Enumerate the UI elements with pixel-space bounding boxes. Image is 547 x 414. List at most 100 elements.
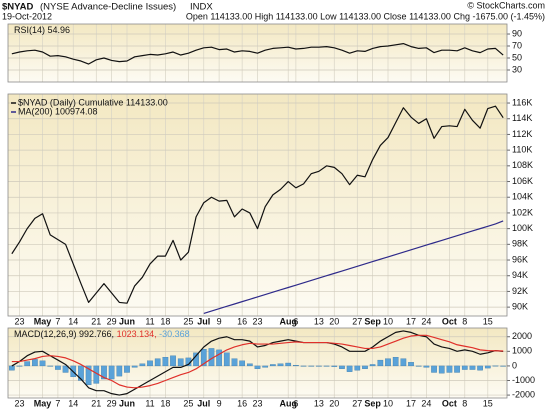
y-tick-label: -2000 bbox=[512, 389, 535, 399]
y-tick-label: 96K bbox=[512, 254, 528, 264]
histogram-bar bbox=[139, 363, 146, 367]
x-tick-label: Oct bbox=[442, 316, 457, 326]
histogram-bar bbox=[200, 348, 207, 367]
histogram-bar bbox=[177, 358, 184, 367]
histogram-bar bbox=[85, 365, 92, 386]
x-tick-label: May bbox=[34, 398, 52, 408]
histogram-bar bbox=[362, 365, 368, 369]
x-tick-label: May bbox=[34, 316, 52, 326]
y-tick-label: 90 bbox=[512, 28, 522, 38]
y-tick-label: 98K bbox=[512, 239, 528, 249]
histogram-bar bbox=[293, 365, 299, 367]
x-tick-label: 25 bbox=[183, 398, 193, 408]
x-tick-label: Jun bbox=[119, 398, 135, 408]
histogram-bar bbox=[308, 365, 315, 367]
series-line bbox=[11, 43, 504, 65]
x-tick-label: 23 bbox=[15, 316, 25, 326]
histogram-bar bbox=[154, 358, 161, 367]
histogram-bar bbox=[78, 365, 84, 381]
histogram-bar bbox=[124, 365, 130, 373]
y-tick-label: 90K bbox=[512, 302, 528, 312]
x-tick-label: 10 bbox=[383, 316, 393, 326]
histogram-bar bbox=[331, 365, 338, 367]
histogram-bar bbox=[369, 364, 376, 367]
y-tick-label: 50 bbox=[512, 52, 522, 62]
histogram-bar bbox=[47, 365, 54, 367]
histogram-bar bbox=[193, 352, 199, 367]
x-tick-label: 9 bbox=[217, 316, 222, 326]
histogram-bar bbox=[377, 359, 384, 367]
legend: MACD(12,26,9) 992.766, 1023.134, -30.368 bbox=[14, 329, 190, 339]
x-tick-label: 14 bbox=[68, 316, 78, 326]
x-tick-label: 21 bbox=[91, 398, 101, 408]
x-tick-label: 23 bbox=[15, 398, 25, 408]
x-tick-label: 24 bbox=[421, 398, 431, 408]
histogram-bar bbox=[270, 364, 276, 367]
histogram-bar bbox=[262, 365, 269, 368]
x-tick-label: Sep bbox=[364, 398, 381, 408]
x-tick-label: 20 bbox=[329, 316, 339, 326]
histogram-bar bbox=[477, 365, 483, 371]
x-tick-label: Aug bbox=[279, 316, 297, 326]
histogram-bar bbox=[246, 363, 253, 367]
y-tick-label: 70 bbox=[512, 40, 522, 50]
legend-entry: RSI(14) 54.96 bbox=[14, 25, 70, 35]
histogram-bar bbox=[131, 365, 138, 368]
y-tick-label: 92K bbox=[512, 286, 528, 296]
histogram-bar bbox=[162, 357, 169, 367]
histogram-bar bbox=[55, 365, 61, 370]
histogram-bar bbox=[461, 365, 468, 370]
y-tick-label: 108K bbox=[512, 160, 533, 170]
series-line bbox=[11, 105, 504, 304]
histogram-bar bbox=[24, 361, 31, 367]
histogram-bar bbox=[9, 365, 15, 371]
y-tick-label: 110K bbox=[512, 145, 532, 155]
histogram-bar bbox=[231, 358, 238, 367]
histogram-bar bbox=[32, 359, 38, 367]
histogram-bar bbox=[454, 365, 460, 373]
y-tick-label: 30 bbox=[512, 64, 522, 74]
y-tick-label: -1000 bbox=[512, 375, 535, 385]
x-tick-label: 29 bbox=[107, 316, 117, 326]
x-tick-label: 18 bbox=[160, 398, 170, 408]
histogram-bar bbox=[300, 365, 307, 367]
quote: Open 114133.00 High 114133.00 Low 114133… bbox=[186, 11, 545, 21]
y-tick-label: 114K bbox=[512, 113, 532, 123]
histogram-bar bbox=[346, 365, 353, 372]
x-tick-label: 14 bbox=[68, 398, 78, 408]
x-tick-label: 8 bbox=[462, 316, 467, 326]
histogram-bar bbox=[239, 360, 245, 367]
instrument-name: (NYSE Advance-Decline Issues) bbox=[40, 2, 176, 13]
date: 19-Oct-2012 bbox=[2, 11, 52, 21]
x-tick-label: 13 bbox=[314, 316, 324, 326]
x-tick-label: 6 bbox=[293, 316, 298, 326]
series-line bbox=[11, 334, 504, 389]
histogram-bar bbox=[392, 357, 399, 367]
histogram-bar bbox=[39, 360, 46, 367]
histogram-bar bbox=[354, 365, 361, 371]
histogram-bar bbox=[492, 365, 499, 367]
x-tick-label: 16 bbox=[237, 316, 247, 326]
histogram-bar bbox=[216, 349, 222, 367]
histogram-bar bbox=[484, 365, 491, 369]
x-tick-label: Sep bbox=[364, 316, 381, 326]
x-tick-label: 24 bbox=[421, 316, 431, 326]
y-tick-label: 0 bbox=[512, 360, 517, 370]
legend-entry: -30.368 bbox=[159, 329, 190, 339]
histogram-bar bbox=[415, 365, 422, 367]
y-tick-label: 116K bbox=[512, 97, 532, 107]
legend-entry: MACD(12,26,9) 992.766, bbox=[14, 329, 117, 339]
histogram-bar bbox=[385, 358, 391, 367]
x-tick-label: 17 bbox=[406, 398, 416, 408]
x-tick-label: 20 bbox=[329, 398, 339, 408]
x-tick-label: 29 bbox=[107, 398, 117, 408]
x-tick-label: 7 bbox=[55, 398, 60, 408]
histogram-bar bbox=[469, 365, 476, 370]
histogram-bar bbox=[116, 365, 123, 377]
histogram-bar bbox=[254, 365, 261, 369]
x-tick-label: 15 bbox=[483, 316, 493, 326]
x-tick-label: 15 bbox=[483, 398, 493, 408]
y-tick-label: 100K bbox=[512, 223, 533, 233]
x-tick-label: Aug bbox=[279, 398, 297, 408]
